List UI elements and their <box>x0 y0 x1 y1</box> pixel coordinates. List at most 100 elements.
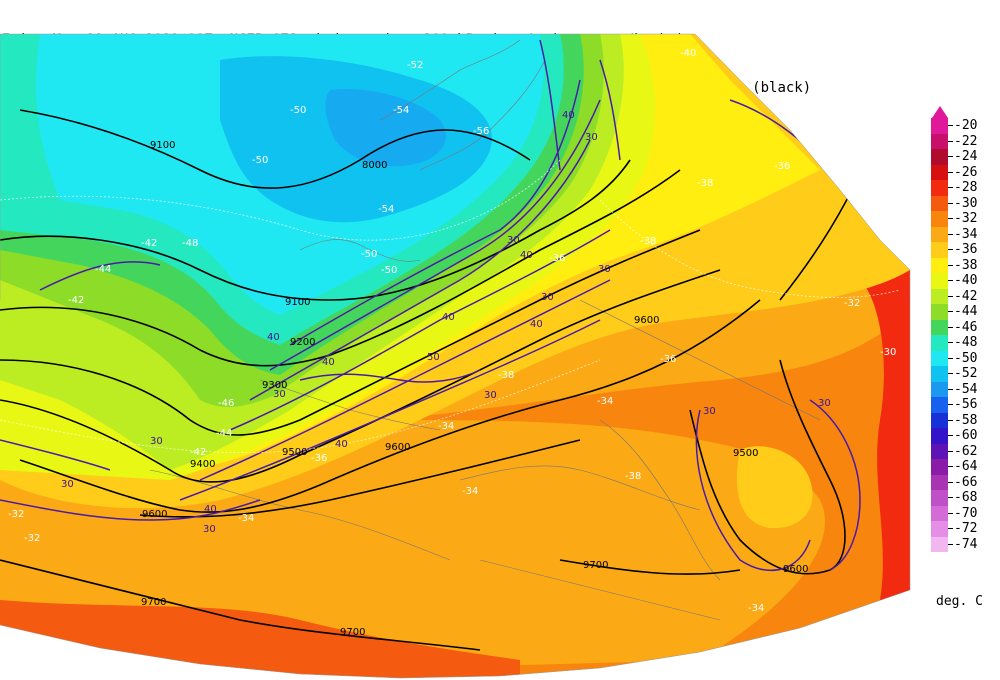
legend-tick <box>948 140 953 142</box>
height-label: 9300 <box>262 380 287 391</box>
legend-swatch <box>931 335 948 351</box>
legend-swatch <box>931 366 948 382</box>
legend-entry: -68 <box>931 490 999 506</box>
wind-label: 40 <box>204 504 217 515</box>
wind-label: 40 <box>322 357 335 368</box>
legend-label: -30 <box>954 195 978 211</box>
wind-label: 40 <box>442 312 455 323</box>
legend-tick <box>948 264 953 266</box>
legend-swatch <box>931 288 948 304</box>
coastlines-and-borders <box>149 39 821 621</box>
wind-label: 30 <box>273 389 286 400</box>
legend-entry: -60 <box>931 428 999 444</box>
legend-label: -34 <box>954 226 978 242</box>
height-label: 9600 <box>385 442 410 453</box>
legend-swatch <box>931 443 948 459</box>
height-label: 9700 <box>340 627 365 638</box>
legend-swatch <box>931 149 948 165</box>
legend-entry: -70 <box>931 505 999 521</box>
legend-label: -26 <box>954 164 978 180</box>
legend-tick <box>948 481 953 483</box>
legend-entry: -42 <box>931 288 999 304</box>
legend-label: -28 <box>954 180 978 195</box>
legend-tick <box>948 202 953 204</box>
height-label: 9600 <box>783 564 808 575</box>
temp-label: -36 <box>774 161 790 172</box>
temp-label: -46 <box>218 398 234 409</box>
legend-tick <box>948 311 953 312</box>
temperature-shading <box>0 34 910 678</box>
legend-entry: -74 <box>931 536 999 552</box>
temp-label: -36 <box>311 453 327 464</box>
legend-swatch <box>931 257 948 273</box>
wind-speed-contours <box>0 39 861 571</box>
legend-tick <box>948 156 953 157</box>
temp-label: -38 <box>498 370 514 381</box>
wind-label: 30 <box>703 406 716 417</box>
legend-tick <box>948 187 953 188</box>
legend-label: -46 <box>954 319 978 335</box>
temp-label: -42 <box>68 295 84 306</box>
height-label: 9500 <box>733 448 758 459</box>
wind-label: 30 <box>585 132 598 143</box>
legend-entry: -52 <box>931 366 999 382</box>
wind-label: 50 <box>427 352 440 363</box>
legend-entry: -28 <box>931 180 999 196</box>
legend-units: deg. C <box>936 594 983 609</box>
temp-label: -54 <box>378 204 394 215</box>
legend-tick <box>948 342 953 343</box>
height-label: 9700 <box>583 560 608 571</box>
wind-contour-labels: 40 30 30 40 40 40 50 40 30 40 30 30 30 3… <box>61 110 831 535</box>
temp-label: -34 <box>748 603 764 614</box>
legend-label: -62 <box>954 443 978 459</box>
legend-label: -52 <box>954 366 978 381</box>
legend-swatch <box>931 242 948 258</box>
legend-label: -58 <box>954 412 978 428</box>
legend-tick <box>948 450 953 452</box>
legend-tick <box>948 497 953 498</box>
legend-swatch <box>931 319 948 335</box>
legend-label: -32 <box>954 211 978 226</box>
temperature-labels: -52 -50 -54 -50 -56 -54 -50 -50 -48 -42 … <box>8 48 896 614</box>
legend-entry: -44 <box>931 304 999 320</box>
temp-label: -50 <box>361 249 377 260</box>
legend-tick <box>948 233 953 235</box>
legend-swatch <box>931 521 948 537</box>
legend-tick <box>948 125 953 126</box>
legend-label: -40 <box>954 273 978 288</box>
legend-tick <box>948 171 953 173</box>
legend-tick <box>948 528 953 529</box>
legend-swatch <box>931 412 948 428</box>
temp-label: -34 <box>438 421 454 432</box>
legend-label: -44 <box>954 304 978 319</box>
legend-entry: -32 <box>931 211 999 227</box>
legend-label: -56 <box>954 397 978 412</box>
wind-label: 30 <box>150 436 163 447</box>
legend-tick <box>948 466 953 467</box>
height-contour-labels: 9100 8000 9100 9200 9300 9400 9500 9600 … <box>141 140 808 638</box>
wind-label: 40 <box>562 110 575 121</box>
wind-label: 30 <box>203 524 216 535</box>
legend-tick <box>948 295 953 297</box>
temp-label: -44 <box>95 264 111 275</box>
legend-tick <box>948 419 953 421</box>
legend-swatch <box>931 350 948 366</box>
temp-label: -32 <box>8 509 24 520</box>
legend-entry: -34 <box>931 226 999 242</box>
temperature-dotted-contours <box>0 159 901 454</box>
legend-swatch <box>931 505 948 521</box>
legend-swatch <box>931 304 948 320</box>
wind-label: 40 <box>335 439 348 450</box>
legend-entry: -22 <box>931 133 999 149</box>
temp-label: -42 <box>190 447 206 458</box>
legend-swatch <box>931 133 948 149</box>
legend-swatch <box>931 381 948 397</box>
temp-label: -40 <box>680 48 696 59</box>
legend-label: -48 <box>954 335 978 350</box>
legend-label: -24 <box>954 149 978 164</box>
legend-tick <box>948 512 953 514</box>
legend-top-arrow <box>932 106 948 118</box>
temp-label: -32 <box>24 533 40 544</box>
legend-swatch <box>931 226 948 242</box>
legend-label: -36 <box>954 242 978 257</box>
